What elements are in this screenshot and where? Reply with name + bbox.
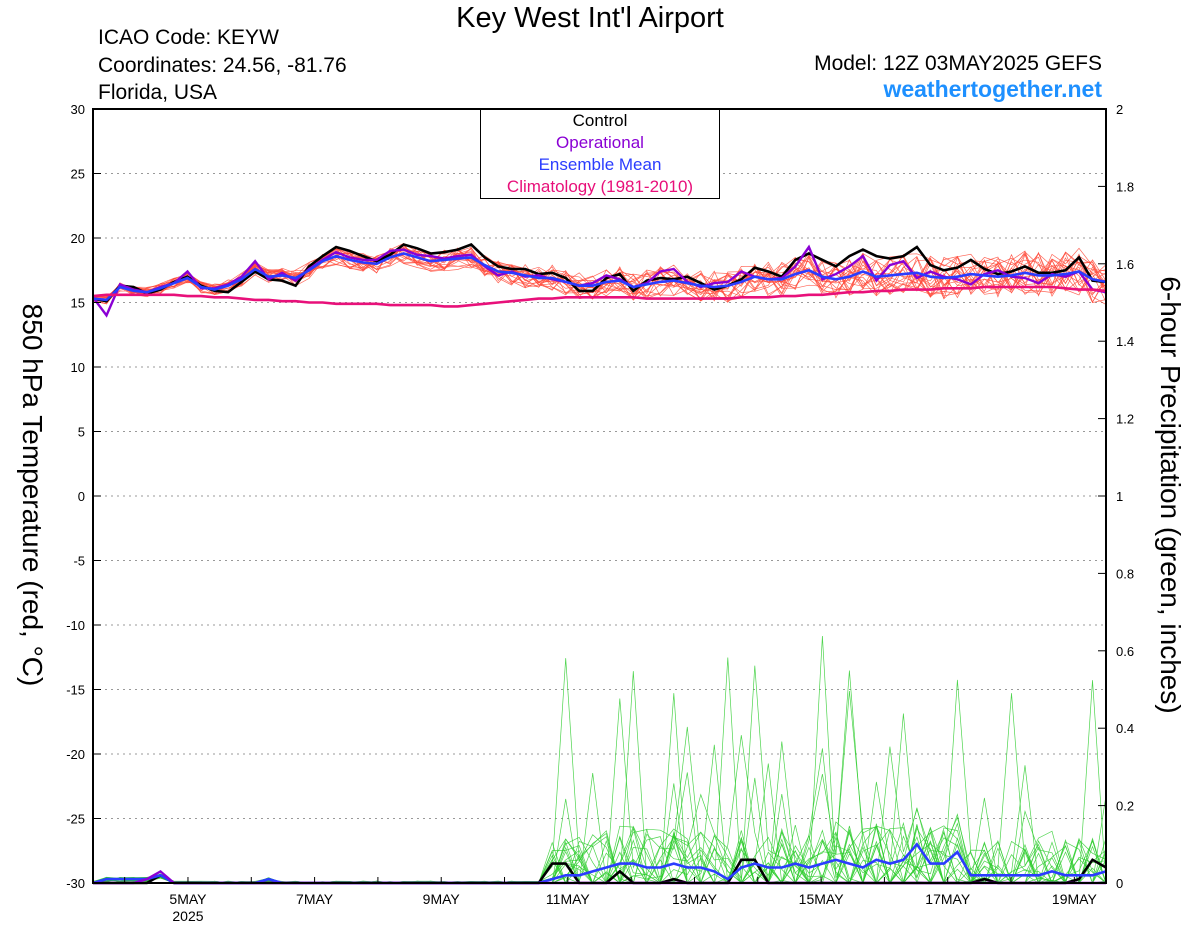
coordinates: Coordinates: 24.56, -81.76 bbox=[98, 54, 347, 77]
chart-title: Key West Int'l Airport bbox=[456, 2, 724, 34]
temp-member-line bbox=[92, 250, 1107, 305]
legend-operational: Operational bbox=[556, 133, 644, 152]
model-run: Model: 12Z 03MAY2025 GEFS bbox=[814, 52, 1102, 75]
series-lines bbox=[92, 242, 1107, 885]
region: Florida, USA bbox=[98, 81, 218, 104]
legend-control: Control bbox=[572, 111, 628, 130]
tick-label-left: 10 bbox=[71, 360, 85, 375]
y-axis-label-left: 850 hPa Temperature (red, °C) bbox=[17, 303, 48, 687]
temp-ensemble-mean-line bbox=[92, 252, 1107, 302]
temp-member-line bbox=[92, 251, 1107, 301]
tick-label-bottom: 17MAY bbox=[925, 891, 971, 907]
y-axis-label-right: 6-hour Precipitation (green, inches) bbox=[1155, 276, 1186, 714]
tick-label-left: 5 bbox=[78, 425, 85, 440]
tick-label-left: -30 bbox=[66, 876, 85, 891]
precip-member-line bbox=[92, 735, 1107, 885]
tick-label-right: 0 bbox=[1116, 876, 1123, 891]
grid-lines bbox=[93, 173, 1106, 819]
tick-label-right: 1.8 bbox=[1116, 179, 1134, 194]
temp-climatology-line bbox=[92, 285, 1107, 308]
tick-label-right: 1.6 bbox=[1116, 257, 1134, 272]
tick-label-right: 1 bbox=[1116, 489, 1123, 504]
axes: 302520151050-5-10-15-20-25-3021.81.61.41… bbox=[66, 102, 1134, 924]
tick-label-left: 15 bbox=[71, 296, 85, 311]
site-link[interactable]: weathertogether.net bbox=[883, 76, 1102, 102]
tick-label-right: 0.8 bbox=[1116, 566, 1134, 581]
tick-label-year: 2025 bbox=[172, 908, 203, 924]
temp-operational-line bbox=[92, 244, 1107, 318]
tick-label-right: 1.4 bbox=[1116, 334, 1134, 349]
precip-member-line bbox=[92, 671, 1107, 885]
tick-label-bottom: 7MAY bbox=[296, 891, 334, 907]
tick-label-left: 25 bbox=[71, 167, 85, 182]
tick-label-bottom: 15MAY bbox=[799, 891, 845, 907]
tick-label-left: -5 bbox=[73, 554, 85, 569]
ensemble-members bbox=[92, 243, 1107, 885]
legend-ensemble-mean: Ensemble Mean bbox=[538, 155, 662, 174]
legend: Control Operational Ensemble Mean Climat… bbox=[480, 109, 720, 199]
legend-climatology: Climatology (1981-2010) bbox=[506, 177, 694, 196]
tick-label-bottom: 5MAY bbox=[169, 891, 207, 907]
icao-code: ICAO Code: KEYW bbox=[98, 26, 279, 49]
precip-ensemble-mean-line bbox=[92, 842, 1107, 885]
tick-label-left: -25 bbox=[66, 812, 85, 827]
tick-label-bottom: 13MAY bbox=[672, 891, 718, 907]
tick-label-left: 20 bbox=[71, 231, 85, 246]
tick-label-right: 0.2 bbox=[1116, 799, 1134, 814]
precip-member-line bbox=[92, 670, 1106, 885]
tick-label-left: 30 bbox=[71, 102, 85, 117]
tick-label-left: 0 bbox=[78, 489, 85, 504]
tick-label-right: 1.2 bbox=[1116, 412, 1134, 427]
tick-label-left: -15 bbox=[66, 683, 85, 698]
precip-member-line bbox=[92, 635, 1107, 885]
tick-label-bottom: 19MAY bbox=[1052, 891, 1098, 907]
tick-label-bottom: 9MAY bbox=[423, 891, 461, 907]
tick-label-right: 2 bbox=[1116, 102, 1123, 117]
tick-label-left: -20 bbox=[66, 747, 85, 762]
tick-label-right: 0.6 bbox=[1116, 644, 1134, 659]
tick-label-left: -10 bbox=[66, 618, 85, 633]
precip-member-line bbox=[92, 679, 1107, 885]
tick-label-bottom: 11MAY bbox=[546, 891, 590, 907]
tick-label-right: 0.4 bbox=[1116, 721, 1134, 736]
